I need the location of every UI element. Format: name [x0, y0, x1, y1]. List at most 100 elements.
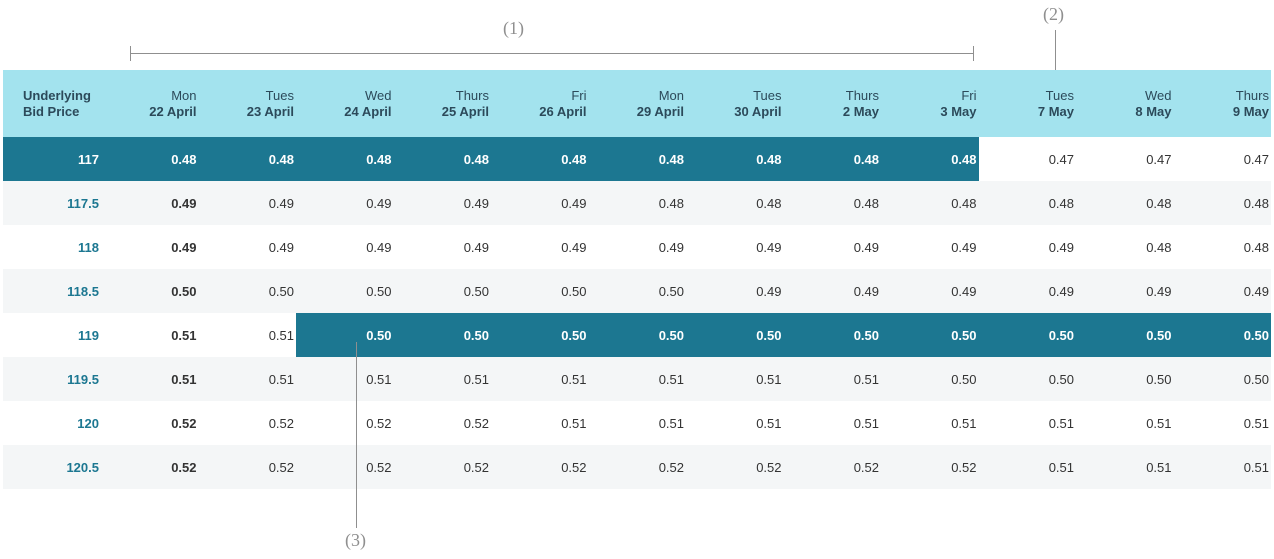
value-cell: 0.51 — [198, 313, 296, 357]
day-label: Fri — [961, 87, 977, 103]
value-cell: 0.51 — [686, 357, 784, 401]
value-cell: 0.51 — [101, 313, 199, 357]
value-cell: 0.48 — [881, 181, 979, 225]
bracket-right-tick — [973, 46, 974, 61]
value-cell: 0.49 — [1076, 269, 1174, 313]
value-cell: 0.50 — [588, 313, 686, 357]
value-cell: 0.51 — [101, 357, 199, 401]
annotation-1: (1) — [503, 18, 524, 38]
value-cell: 0.49 — [686, 225, 784, 269]
annotation-2: (2) — [1043, 4, 1064, 24]
date-header: Tues 23 April — [198, 70, 296, 137]
value-cell: 0.50 — [686, 313, 784, 357]
value-cell: 0.51 — [588, 401, 686, 445]
bracket-line — [130, 53, 974, 54]
value-cell: 0.52 — [296, 401, 394, 445]
value-cell: 0.51 — [1173, 401, 1271, 445]
value-cell: 0.51 — [783, 401, 881, 445]
value-cell: 0.49 — [198, 225, 296, 269]
day-label: Tues — [753, 87, 782, 103]
value-cell: 0.50 — [1173, 313, 1271, 357]
value-cell: 0.48 — [783, 181, 881, 225]
value-cell: 0.50 — [101, 269, 199, 313]
date-header: Thurs 9 May — [1173, 70, 1271, 137]
value-cell: 0.50 — [1076, 313, 1174, 357]
table-row: 117 0.48 0.48 0.48 0.48 0.48 0.48 0.48 0.48 0.48 0… — [3, 137, 1271, 181]
value-cell: 0.52 — [198, 401, 296, 445]
date-header: Fri 3 May — [881, 70, 979, 137]
value-cell: 0.50 — [978, 357, 1076, 401]
date-label: 29 April — [636, 103, 684, 119]
value-cell: 0.51 — [783, 357, 881, 401]
value-cell: 0.51 — [491, 357, 589, 401]
day-label: Wed — [1145, 87, 1172, 103]
table-row: 118.5 0.50 0.50 0.50 0.50 0.50 0.50 0.49 0.49 0.4… — [3, 269, 1271, 313]
value-cell: 0.49 — [881, 225, 979, 269]
day-label: Thurs — [845, 87, 879, 103]
date-label: 2 May — [842, 103, 879, 119]
value-cell: 0.51 — [198, 357, 296, 401]
price-table: Underlying Bid Price Mon 22 April Tues 23 … — [3, 70, 1271, 489]
day-label: Thurs — [1235, 87, 1269, 103]
bid-price-cell: 117 — [3, 137, 101, 181]
value-cell: 0.52 — [393, 401, 491, 445]
value-cell: 0.50 — [198, 269, 296, 313]
value-cell: 0.52 — [588, 445, 686, 489]
value-cell: 0.50 — [491, 313, 589, 357]
value-cell: 0.51 — [978, 401, 1076, 445]
table-row: 120 0.52 0.52 0.52 0.52 0.51 0.51 0.51 0.51 0.51 0… — [3, 401, 1271, 445]
value-cell: 0.49 — [588, 225, 686, 269]
value-cell: 0.49 — [296, 225, 394, 269]
value-cell: 0.49 — [296, 181, 394, 225]
value-cell: 0.52 — [491, 445, 589, 489]
value-cell: 0.52 — [198, 445, 296, 489]
day-label: Thurs — [455, 87, 489, 103]
value-cell: 0.48 — [588, 181, 686, 225]
value-cell: 0.48 — [101, 137, 199, 181]
value-cell: 0.49 — [1173, 269, 1271, 313]
bid-price-cell: 119.5 — [3, 357, 101, 401]
bid-price-cell: 120.5 — [3, 445, 101, 489]
value-cell: 0.50 — [296, 313, 394, 357]
value-cell: 0.50 — [296, 269, 394, 313]
table-row: 120.5 0.52 0.52 0.52 0.52 0.52 0.52 0.52 0.52 0.5… — [3, 445, 1271, 489]
table-row: 117.5 0.49 0.49 0.49 0.49 0.49 0.48 0.48 0.48 0.4… — [3, 181, 1271, 225]
date-label: 25 April — [441, 103, 489, 119]
value-cell: 0.52 — [101, 401, 199, 445]
value-cell: 0.51 — [686, 401, 784, 445]
day-label: Tues — [265, 87, 294, 103]
value-cell: 0.51 — [393, 357, 491, 401]
day-label: Fri — [571, 87, 587, 103]
value-cell: 0.48 — [1173, 225, 1271, 269]
date-header: Wed 24 April — [296, 70, 394, 137]
value-cell: 0.50 — [393, 313, 491, 357]
value-cell: 0.49 — [783, 225, 881, 269]
value-cell: 0.50 — [978, 313, 1076, 357]
value-cell: 0.50 — [393, 269, 491, 313]
header-corner-line2: Bid Price — [23, 103, 80, 119]
value-cell: 0.48 — [881, 137, 979, 181]
value-cell: 0.48 — [686, 137, 784, 181]
value-cell: 0.49 — [491, 181, 589, 225]
bid-price-cell: 118.5 — [3, 269, 101, 313]
header-corner-line1: Underlying — [23, 87, 91, 103]
annotation-3-line — [356, 342, 357, 528]
value-cell: 0.51 — [1173, 445, 1271, 489]
value-cell: 0.47 — [1076, 137, 1174, 181]
value-cell: 0.49 — [393, 225, 491, 269]
date-header: Mon 22 April — [101, 70, 199, 137]
date-header: Tues 30 April — [686, 70, 784, 137]
value-cell: 0.49 — [198, 181, 296, 225]
value-cell: 0.48 — [588, 137, 686, 181]
value-cell: 0.48 — [1076, 225, 1174, 269]
value-cell: 0.49 — [393, 181, 491, 225]
value-cell: 0.48 — [783, 137, 881, 181]
value-cell: 0.48 — [393, 137, 491, 181]
value-cell: 0.48 — [1076, 181, 1174, 225]
date-label: 23 April — [246, 103, 294, 119]
value-cell: 0.49 — [491, 225, 589, 269]
table-body: 117 0.48 0.48 0.48 0.48 0.48 0.48 0.48 0.48 0.48 0… — [3, 137, 1271, 489]
value-cell: 0.50 — [881, 357, 979, 401]
value-cell: 0.48 — [198, 137, 296, 181]
date-label: 9 May — [1232, 103, 1269, 119]
